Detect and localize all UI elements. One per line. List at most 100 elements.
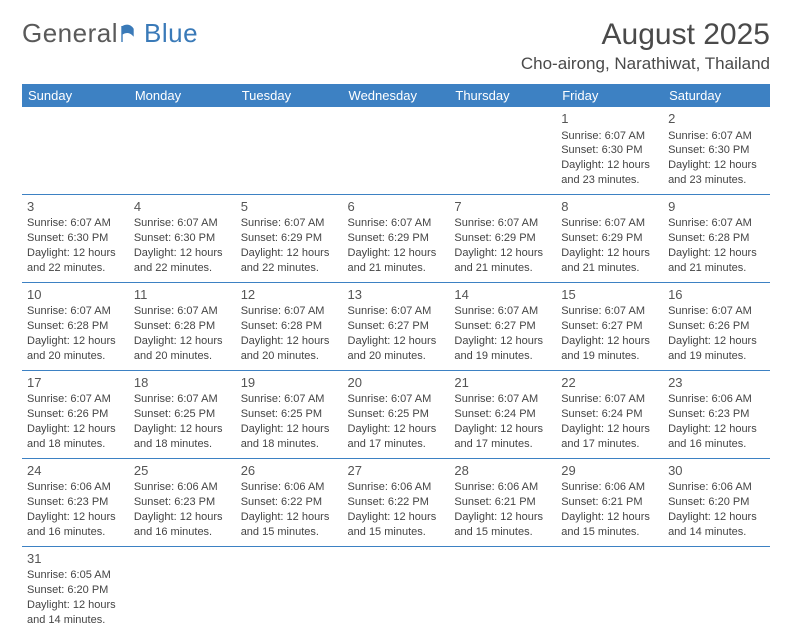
calendar-cell: 17Sunrise: 6:07 AMSunset: 6:26 PMDayligh… bbox=[22, 370, 129, 458]
day-number: 5 bbox=[241, 198, 338, 216]
sunset-text: Sunset: 6:30 PM bbox=[561, 143, 658, 158]
daylight-text: Daylight: 12 hours bbox=[241, 246, 338, 261]
sunset-text: Sunset: 6:29 PM bbox=[561, 231, 658, 246]
sunrise-text: Sunrise: 6:06 AM bbox=[561, 480, 658, 495]
month-title: August 2025 bbox=[521, 18, 770, 52]
sunrise-text: Sunrise: 6:07 AM bbox=[454, 304, 551, 319]
day-number: 18 bbox=[134, 374, 231, 392]
daylight-text: Daylight: 12 hours bbox=[134, 422, 231, 437]
daylight-text: and 20 minutes. bbox=[27, 349, 124, 364]
calendar-cell: 27Sunrise: 6:06 AMSunset: 6:22 PMDayligh… bbox=[343, 458, 450, 546]
calendar-cell bbox=[449, 546, 556, 633]
sunrise-text: Sunrise: 6:06 AM bbox=[668, 480, 765, 495]
calendar-cell: 23Sunrise: 6:06 AMSunset: 6:23 PMDayligh… bbox=[663, 370, 770, 458]
daylight-text: and 19 minutes. bbox=[561, 349, 658, 364]
sunrise-text: Sunrise: 6:06 AM bbox=[454, 480, 551, 495]
calendar-cell: 21Sunrise: 6:07 AMSunset: 6:24 PMDayligh… bbox=[449, 370, 556, 458]
calendar-cell: 12Sunrise: 6:07 AMSunset: 6:28 PMDayligh… bbox=[236, 282, 343, 370]
calendar-cell: 28Sunrise: 6:06 AMSunset: 6:21 PMDayligh… bbox=[449, 458, 556, 546]
daylight-text: and 15 minutes. bbox=[454, 525, 551, 540]
sunrise-text: Sunrise: 6:07 AM bbox=[241, 392, 338, 407]
logo-text-blue: Blue bbox=[144, 18, 198, 49]
calendar-cell: 14Sunrise: 6:07 AMSunset: 6:27 PMDayligh… bbox=[449, 282, 556, 370]
sunset-text: Sunset: 6:29 PM bbox=[348, 231, 445, 246]
sunset-text: Sunset: 6:22 PM bbox=[348, 495, 445, 510]
daylight-text: and 22 minutes. bbox=[241, 261, 338, 276]
sunrise-text: Sunrise: 6:07 AM bbox=[561, 129, 658, 144]
sunset-text: Sunset: 6:27 PM bbox=[348, 319, 445, 334]
sunset-text: Sunset: 6:28 PM bbox=[668, 231, 765, 246]
day-number: 2 bbox=[668, 110, 765, 128]
daylight-text: and 16 minutes. bbox=[27, 525, 124, 540]
calendar-cell bbox=[663, 546, 770, 633]
daylight-text: Daylight: 12 hours bbox=[561, 158, 658, 173]
sunset-text: Sunset: 6:28 PM bbox=[27, 319, 124, 334]
sunrise-text: Sunrise: 6:06 AM bbox=[348, 480, 445, 495]
daylight-text: Daylight: 12 hours bbox=[668, 334, 765, 349]
sunset-text: Sunset: 6:29 PM bbox=[241, 231, 338, 246]
sunset-text: Sunset: 6:22 PM bbox=[241, 495, 338, 510]
daylight-text: Daylight: 12 hours bbox=[561, 246, 658, 261]
sunset-text: Sunset: 6:25 PM bbox=[348, 407, 445, 422]
calendar-cell: 13Sunrise: 6:07 AMSunset: 6:27 PMDayligh… bbox=[343, 282, 450, 370]
daylight-text: and 15 minutes. bbox=[561, 525, 658, 540]
daylight-text: and 21 minutes. bbox=[561, 261, 658, 276]
day-number: 25 bbox=[134, 462, 231, 480]
sunrise-text: Sunrise: 6:07 AM bbox=[134, 392, 231, 407]
sunrise-text: Sunrise: 6:07 AM bbox=[454, 216, 551, 231]
daylight-text: Daylight: 12 hours bbox=[668, 422, 765, 437]
sunset-text: Sunset: 6:26 PM bbox=[668, 319, 765, 334]
daylight-text: and 22 minutes. bbox=[134, 261, 231, 276]
sunrise-text: Sunrise: 6:07 AM bbox=[241, 304, 338, 319]
sunrise-text: Sunrise: 6:06 AM bbox=[241, 480, 338, 495]
calendar-cell: 25Sunrise: 6:06 AMSunset: 6:23 PMDayligh… bbox=[129, 458, 236, 546]
calendar-cell: 16Sunrise: 6:07 AMSunset: 6:26 PMDayligh… bbox=[663, 282, 770, 370]
sunrise-text: Sunrise: 6:07 AM bbox=[561, 304, 658, 319]
daylight-text: and 18 minutes. bbox=[241, 437, 338, 452]
sunset-text: Sunset: 6:30 PM bbox=[27, 231, 124, 246]
sunset-text: Sunset: 6:28 PM bbox=[241, 319, 338, 334]
daylight-text: Daylight: 12 hours bbox=[348, 422, 445, 437]
day-number: 8 bbox=[561, 198, 658, 216]
calendar-cell bbox=[129, 546, 236, 633]
sunrise-text: Sunrise: 6:07 AM bbox=[27, 304, 124, 319]
calendar-cell: 20Sunrise: 6:07 AMSunset: 6:25 PMDayligh… bbox=[343, 370, 450, 458]
day-number: 11 bbox=[134, 286, 231, 304]
calendar-cell bbox=[449, 107, 556, 194]
daylight-text: and 14 minutes. bbox=[668, 525, 765, 540]
daylight-text: and 21 minutes. bbox=[348, 261, 445, 276]
calendar-cell: 4Sunrise: 6:07 AMSunset: 6:30 PMDaylight… bbox=[129, 194, 236, 282]
day-number: 15 bbox=[561, 286, 658, 304]
calendar-cell: 5Sunrise: 6:07 AMSunset: 6:29 PMDaylight… bbox=[236, 194, 343, 282]
daylight-text: Daylight: 12 hours bbox=[561, 422, 658, 437]
calendar-cell bbox=[129, 107, 236, 194]
daylight-text: and 23 minutes. bbox=[561, 173, 658, 188]
sunset-text: Sunset: 6:26 PM bbox=[27, 407, 124, 422]
day-number: 22 bbox=[561, 374, 658, 392]
logo: General Blue bbox=[22, 18, 198, 49]
sunrise-text: Sunrise: 6:07 AM bbox=[668, 216, 765, 231]
day-number: 12 bbox=[241, 286, 338, 304]
sunset-text: Sunset: 6:20 PM bbox=[668, 495, 765, 510]
daylight-text: Daylight: 12 hours bbox=[134, 510, 231, 525]
sunset-text: Sunset: 6:27 PM bbox=[454, 319, 551, 334]
daylight-text: Daylight: 12 hours bbox=[27, 422, 124, 437]
sunrise-text: Sunrise: 6:06 AM bbox=[134, 480, 231, 495]
daylight-text: Daylight: 12 hours bbox=[668, 246, 765, 261]
calendar-cell: 24Sunrise: 6:06 AMSunset: 6:23 PMDayligh… bbox=[22, 458, 129, 546]
day-number: 4 bbox=[134, 198, 231, 216]
weekday-saturday: Saturday bbox=[663, 84, 770, 107]
calendar-cell: 26Sunrise: 6:06 AMSunset: 6:22 PMDayligh… bbox=[236, 458, 343, 546]
sunrise-text: Sunrise: 6:07 AM bbox=[454, 392, 551, 407]
calendar-row: 1Sunrise: 6:07 AMSunset: 6:30 PMDaylight… bbox=[22, 107, 770, 194]
day-number: 10 bbox=[27, 286, 124, 304]
logo-text-gray: General bbox=[22, 18, 118, 49]
calendar-cell: 22Sunrise: 6:07 AMSunset: 6:24 PMDayligh… bbox=[556, 370, 663, 458]
calendar-cell: 6Sunrise: 6:07 AMSunset: 6:29 PMDaylight… bbox=[343, 194, 450, 282]
calendar-cell: 2Sunrise: 6:07 AMSunset: 6:30 PMDaylight… bbox=[663, 107, 770, 194]
daylight-text: Daylight: 12 hours bbox=[454, 334, 551, 349]
sunrise-text: Sunrise: 6:07 AM bbox=[561, 216, 658, 231]
day-number: 3 bbox=[27, 198, 124, 216]
calendar-cell bbox=[343, 107, 450, 194]
daylight-text: Daylight: 12 hours bbox=[668, 158, 765, 173]
